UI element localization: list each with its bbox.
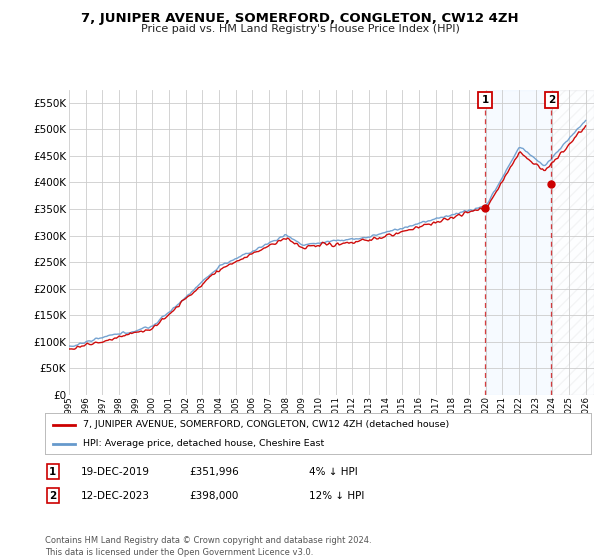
Text: 2: 2 (548, 95, 555, 105)
Text: 4% ↓ HPI: 4% ↓ HPI (309, 466, 358, 477)
Text: HPI: Average price, detached house, Cheshire East: HPI: Average price, detached house, Ches… (83, 439, 325, 448)
Text: 1: 1 (481, 95, 488, 105)
Text: 1: 1 (49, 466, 56, 477)
Text: 12% ↓ HPI: 12% ↓ HPI (309, 491, 364, 501)
Bar (551, 90, 594, 395)
Bar (551, 90, 594, 395)
Text: 19-DEC-2019: 19-DEC-2019 (81, 466, 150, 477)
Bar (485, 90, 551, 395)
Text: £351,996: £351,996 (189, 466, 239, 477)
Text: £398,000: £398,000 (189, 491, 238, 501)
Text: Price paid vs. HM Land Registry's House Price Index (HPI): Price paid vs. HM Land Registry's House … (140, 24, 460, 34)
Text: 2: 2 (49, 491, 56, 501)
Text: 7, JUNIPER AVENUE, SOMERFORD, CONGLETON, CW12 4ZH: 7, JUNIPER AVENUE, SOMERFORD, CONGLETON,… (81, 12, 519, 25)
Text: 7, JUNIPER AVENUE, SOMERFORD, CONGLETON, CW12 4ZH (detached house): 7, JUNIPER AVENUE, SOMERFORD, CONGLETON,… (83, 420, 449, 429)
Text: Contains HM Land Registry data © Crown copyright and database right 2024.
This d: Contains HM Land Registry data © Crown c… (45, 536, 371, 557)
Text: 12-DEC-2023: 12-DEC-2023 (81, 491, 150, 501)
